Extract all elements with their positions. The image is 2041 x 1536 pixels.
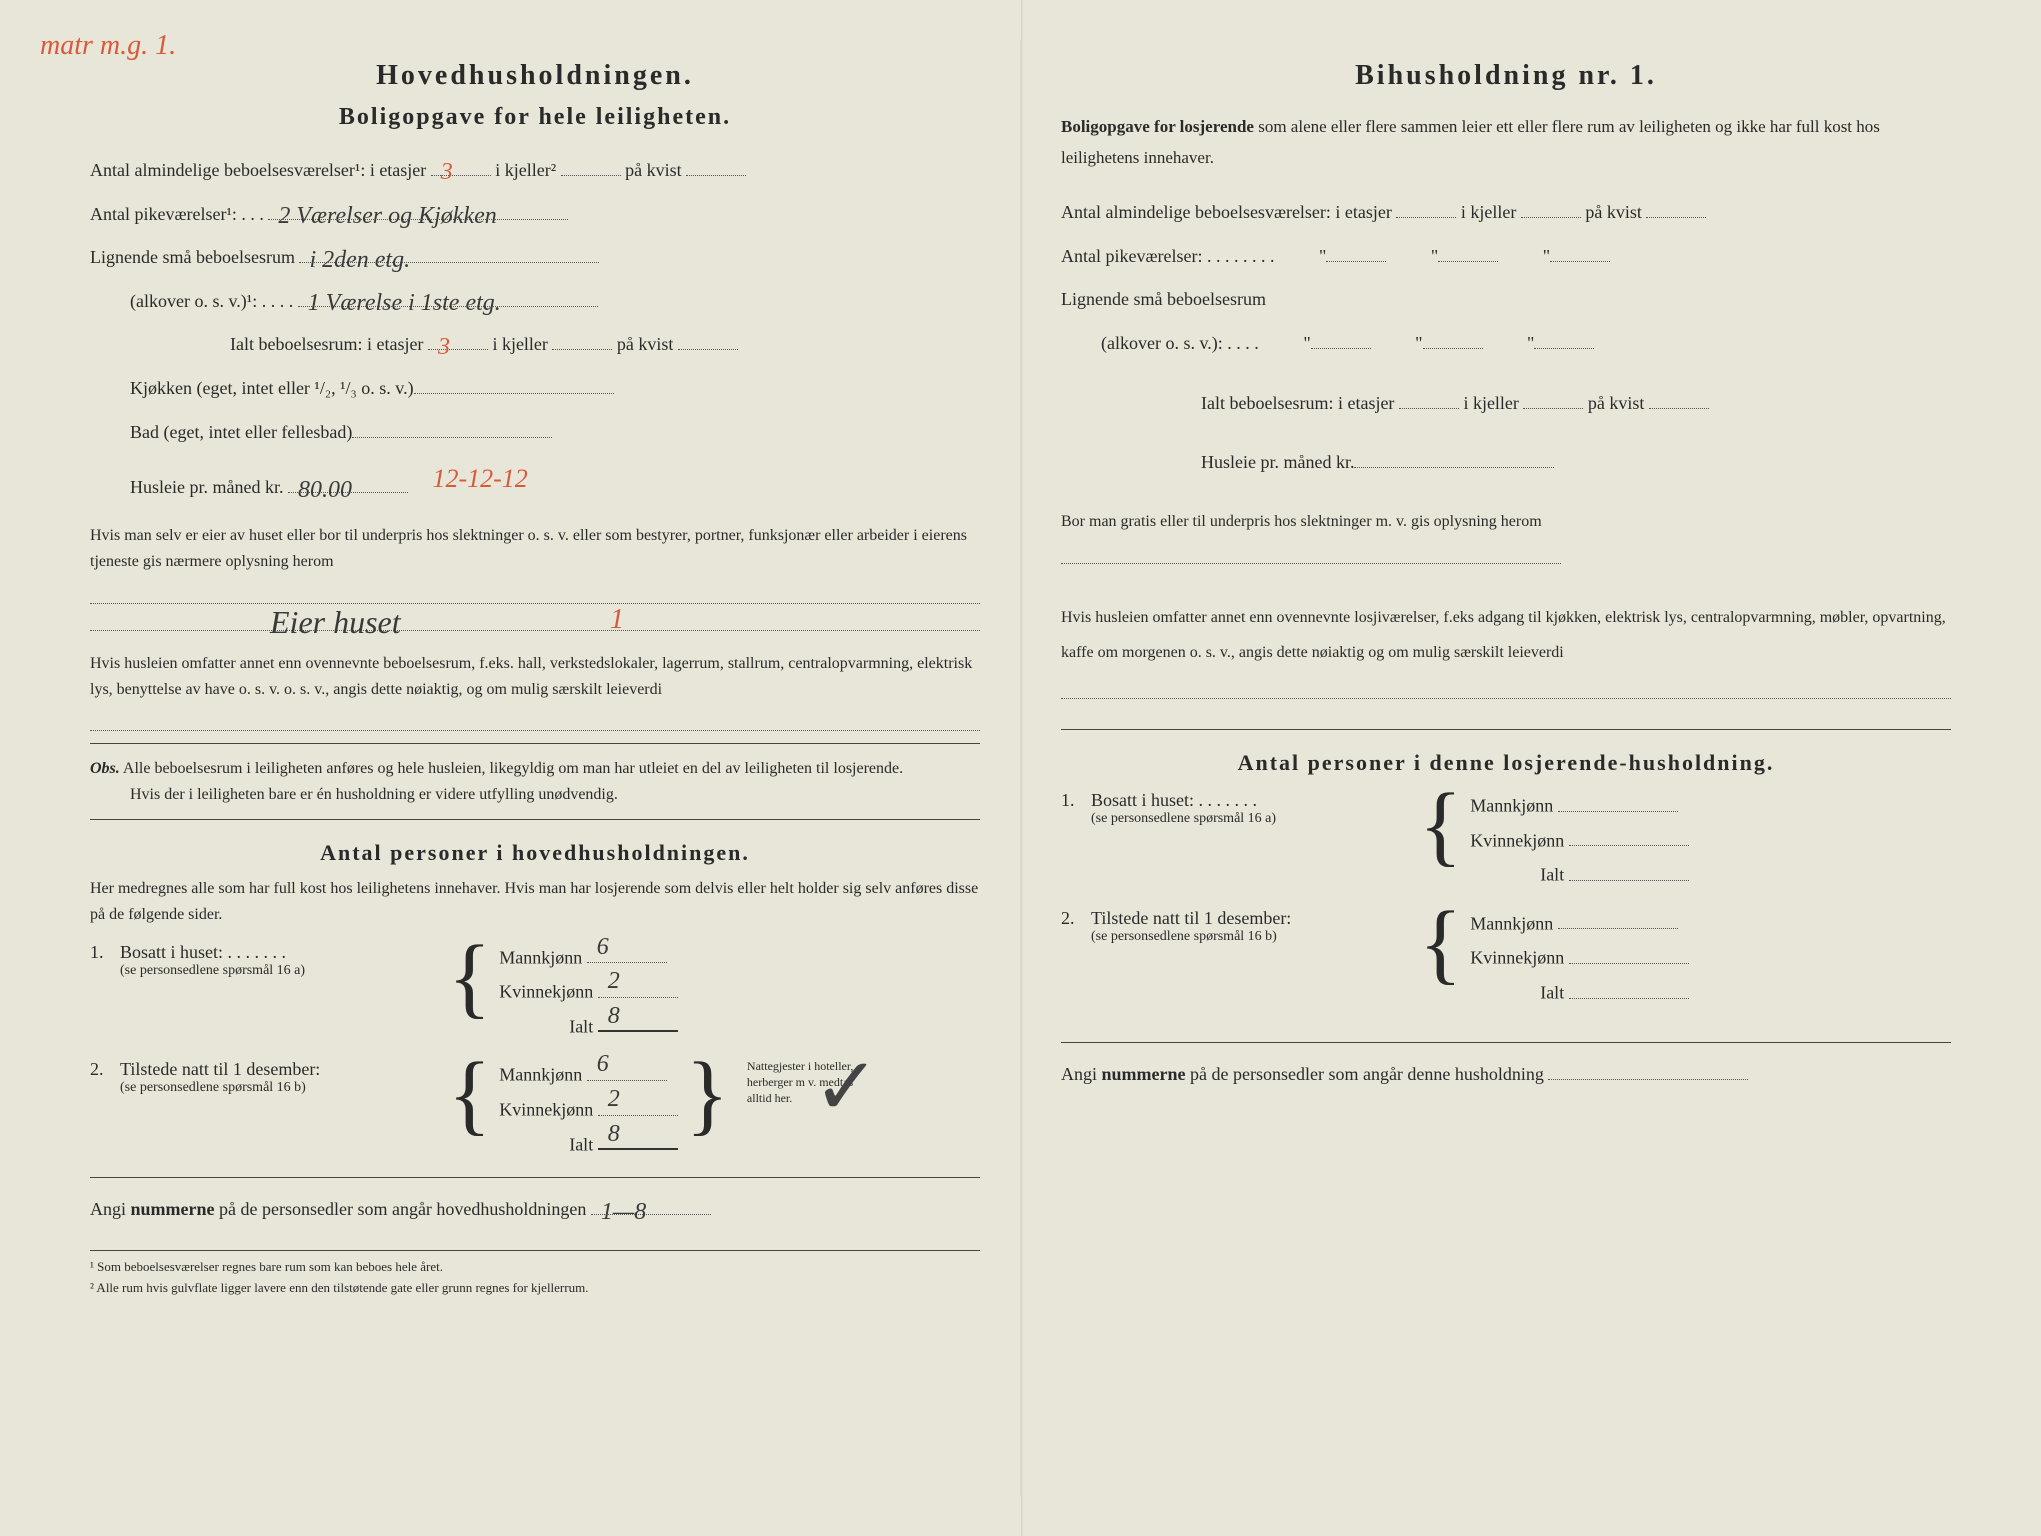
r-q1-block: 1. Bosatt i huset: . . . . . . . (se per… <box>1061 790 1951 894</box>
owner-fill-2: Eier huset 1 <box>90 612 980 631</box>
r-pike-line: Antal pikeværelser: . . . . . . . . " " … <box>1061 237 1951 277</box>
subtitle-left: Boligopgave for hele leiligheten. <box>90 104 980 131</box>
smaa-rum-line: Lignende små beboelsesrum i 2den etg. <box>90 238 980 278</box>
r-rooms-line: Antal almindelige beboelsesværelser: i e… <box>1061 193 1951 233</box>
husleie-annotation: 12-12-12 <box>432 464 527 493</box>
angi-line-left: Angi nummerne på de personsedler som ang… <box>90 1190 980 1230</box>
q1-ialt-value: 8 <box>608 1003 620 1030</box>
rooms-line-1: Antal almindelige beboelsesværelser¹: i … <box>90 151 980 191</box>
alkover-line: (alkover o. s. v.)¹: . . . . 1 Værelse i… <box>90 282 980 322</box>
kjokken-line: Kjøkken (eget, intet eller ¹/₂, ¹/₃ o. s… <box>90 369 980 409</box>
q1-kvinne-value: 2 <box>608 968 620 995</box>
footnotes: ¹ Som beboelsesværelser regnes bare rum … <box>90 1250 980 1299</box>
rent-includes-paragraph: Hvis husleien omfatter annet enn ovennev… <box>90 651 980 702</box>
q2-mann-value: 6 <box>597 1051 609 1078</box>
pikevaerelser-line: Antal pikeværelser¹: . . . 2 Værelser og… <box>90 195 980 235</box>
checkmark-annotation: ✓ <box>813 1040 880 1134</box>
persons-title-right: Antal personer i denne losjerende-hushol… <box>1061 750 1951 776</box>
r-husleie-line: Husleie pr. måned kr. <box>1061 443 1951 483</box>
owner-paragraph: Hvis man selv er eier av huset eller bor… <box>90 523 980 574</box>
r-includes-paragraph: Hvis husleien omfatter annet enn ovennev… <box>1061 600 1951 670</box>
divider-3 <box>90 1177 980 1178</box>
ialt-etasjer-value: 3 <box>438 321 450 374</box>
owner-value: Eier huset <box>270 604 401 641</box>
r-divider-2 <box>1061 1042 1951 1043</box>
owner-fill-1 <box>90 585 980 604</box>
q2-kvinne-value: 2 <box>608 1086 620 1113</box>
persons-intro-left: Her medregnes alle som har full kost hos… <box>90 876 980 927</box>
alkover-value: 1 Værelse i 1ste etg. <box>308 277 501 330</box>
r-ialt-line: Ialt beboelsesrum: i etasjer i kjeller p… <box>1061 384 1951 424</box>
right-page: Bihusholdning nr. 1. Boligopgave for los… <box>1021 40 1991 1496</box>
r-gratis-paragraph: Bor man gratis eller til underpris hos s… <box>1061 503 1951 580</box>
divider-1 <box>90 743 980 744</box>
ialt-line: Ialt beboelsesrum: i etasjer 3 i kjeller… <box>90 325 980 365</box>
q2-ialt-value: 8 <box>608 1121 620 1148</box>
r-q2-block: 2. Tilstede natt til 1 desember: (se per… <box>1061 908 1951 1012</box>
owner-red-annotation: 1 <box>610 604 624 636</box>
rent-includes-fill <box>90 712 980 731</box>
main-title-left: Hovedhusholdningen. <box>90 60 980 92</box>
angi-line-right: Angi nummerne på de personsedler som ang… <box>1061 1055 1951 1095</box>
main-title-right: Bihusholdning nr. 1. <box>1061 60 1951 92</box>
q1-block: 1. Bosatt i huset: . . . . . . . (se per… <box>90 942 980 1046</box>
r-includes-fill <box>1061 680 1951 699</box>
divider-2 <box>90 819 980 820</box>
q1-mann-value: 6 <box>597 934 609 961</box>
r-alkover-line: (alkover o. s. v.): . . . . " " " <box>1061 324 1951 364</box>
husleie-value: 80.00 <box>298 464 352 517</box>
husleie-line: Husleie pr. måned kr. 80.00 12-12-12 <box>90 456 980 513</box>
intro-right: Boligopgave for losjerende Boligopgave f… <box>1061 112 1951 173</box>
obs-block: Obs. Alle beboelsesrum i leiligheten anf… <box>90 756 980 807</box>
r-divider-1 <box>1061 729 1951 730</box>
r-smaa-line: Lignende små beboelsesrum <box>1061 280 1951 320</box>
persons-title-left: Antal personer i hovedhusholdningen. <box>90 840 980 866</box>
angi-value: 1—8 <box>601 1186 646 1239</box>
left-page: Hovedhusholdningen. Boligopgave for hele… <box>50 40 1021 1496</box>
bad-line: Bad (eget, intet eller fellesbad) <box>90 413 980 453</box>
